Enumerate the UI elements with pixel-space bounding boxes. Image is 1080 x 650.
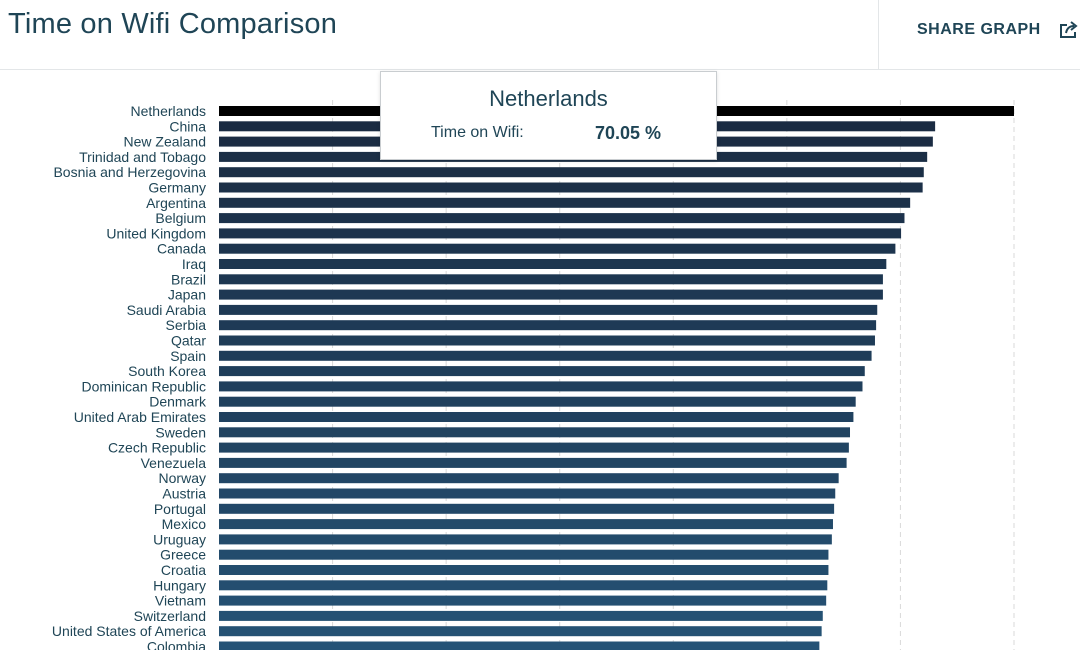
tooltip-metric-value: 70.05 % bbox=[595, 123, 662, 143]
bar-austria[interactable] bbox=[219, 488, 836, 499]
bar-brazil[interactable] bbox=[219, 274, 883, 285]
category-label: Venezuela bbox=[141, 455, 207, 471]
bar-japan[interactable] bbox=[219, 289, 883, 300]
bar-qatar[interactable] bbox=[219, 335, 875, 346]
bar-united-states-of-america[interactable] bbox=[219, 626, 822, 637]
share-icon[interactable] bbox=[1059, 21, 1079, 44]
category-label: Greece bbox=[160, 547, 206, 563]
bar-united-arab-emirates[interactable] bbox=[219, 412, 854, 422]
bar-croatia[interactable] bbox=[219, 565, 829, 575]
bar-dominican-republic[interactable] bbox=[219, 381, 863, 392]
bar-saudi-arabia[interactable] bbox=[219, 304, 878, 315]
category-label: Argentina bbox=[146, 195, 206, 211]
header: Time on Wifi Comparison SHARE GRAPH bbox=[0, 0, 1080, 70]
category-label: United Kingdom bbox=[106, 225, 206, 241]
category-label: Vietnam bbox=[155, 593, 206, 609]
bar-canada[interactable] bbox=[219, 243, 896, 254]
bar-sweden[interactable] bbox=[219, 427, 851, 438]
bar-venezuela[interactable] bbox=[219, 457, 847, 468]
category-label: Iraq bbox=[182, 256, 206, 272]
category-label: Dominican Republic bbox=[81, 378, 206, 394]
category-label: Hungary bbox=[153, 577, 206, 593]
category-label: Saudi Arabia bbox=[127, 302, 207, 318]
bar-serbia[interactable] bbox=[219, 320, 877, 331]
bar-vietnam[interactable] bbox=[219, 595, 827, 606]
category-label: Qatar bbox=[171, 333, 206, 349]
bar-hungary[interactable] bbox=[219, 580, 828, 591]
category-label: Netherlands bbox=[131, 103, 207, 119]
category-label: Trinidad and Tobago bbox=[79, 149, 206, 165]
bar-mexico[interactable] bbox=[219, 519, 833, 530]
category-label: Portugal bbox=[154, 501, 206, 517]
category-label: New Zealand bbox=[124, 134, 207, 150]
category-label: Czech Republic bbox=[108, 440, 206, 456]
bar-denmark[interactable] bbox=[219, 396, 856, 407]
bar-switzerland[interactable] bbox=[219, 610, 823, 621]
share-section: SHARE GRAPH bbox=[878, 0, 1080, 70]
category-label: United Arab Emirates bbox=[74, 409, 206, 425]
category-label: Croatia bbox=[161, 562, 206, 578]
tooltip-metric-label: Time on Wifi: bbox=[431, 124, 524, 141]
bar-uruguay[interactable] bbox=[219, 534, 832, 545]
bar-united-kingdom[interactable] bbox=[219, 228, 902, 239]
bar-colombia[interactable] bbox=[219, 641, 820, 650]
category-label: Norway bbox=[159, 470, 206, 486]
tooltip-country: Netherlands bbox=[489, 86, 608, 111]
category-label: Belgium bbox=[155, 210, 206, 226]
share-graph-button[interactable]: SHARE GRAPH bbox=[917, 21, 1041, 38]
category-label: Bosnia and Herzegovina bbox=[53, 164, 206, 180]
category-label: United States of America bbox=[52, 623, 206, 639]
category-label: Brazil bbox=[171, 271, 206, 287]
bar-south-korea[interactable] bbox=[219, 366, 865, 377]
category-label: Austria bbox=[162, 486, 206, 502]
category-label: Canada bbox=[157, 241, 206, 257]
bar-iraq[interactable] bbox=[219, 259, 887, 269]
bar-bosnia-and-herzegovina[interactable] bbox=[219, 167, 924, 178]
category-label: Sweden bbox=[155, 424, 206, 440]
category-label: Serbia bbox=[166, 317, 207, 333]
category-label: Uruguay bbox=[153, 531, 206, 547]
bar-greece[interactable] bbox=[219, 549, 829, 560]
bar-czech-republic[interactable] bbox=[219, 442, 849, 453]
category-label: South Korea bbox=[128, 363, 206, 379]
bar-belgium[interactable] bbox=[219, 213, 905, 224]
category-label: Mexico bbox=[162, 516, 207, 532]
bar-portugal[interactable] bbox=[219, 503, 835, 514]
category-label: Switzerland bbox=[134, 608, 206, 624]
category-label: Colombia bbox=[147, 639, 206, 650]
category-label: Japan bbox=[168, 287, 206, 303]
bar-norway[interactable] bbox=[219, 473, 839, 484]
page-title: Time on Wifi Comparison bbox=[8, 8, 338, 40]
category-label: Germany bbox=[148, 180, 206, 196]
bar-spain[interactable] bbox=[219, 350, 872, 361]
category-label: China bbox=[169, 118, 206, 134]
category-label: Spain bbox=[170, 348, 206, 364]
chart-tooltip: Netherlands Time on Wifi: 70.05 % bbox=[380, 71, 717, 160]
bar-germany[interactable] bbox=[219, 182, 923, 193]
bar-argentina[interactable] bbox=[219, 197, 911, 208]
category-label: Denmark bbox=[149, 394, 207, 410]
